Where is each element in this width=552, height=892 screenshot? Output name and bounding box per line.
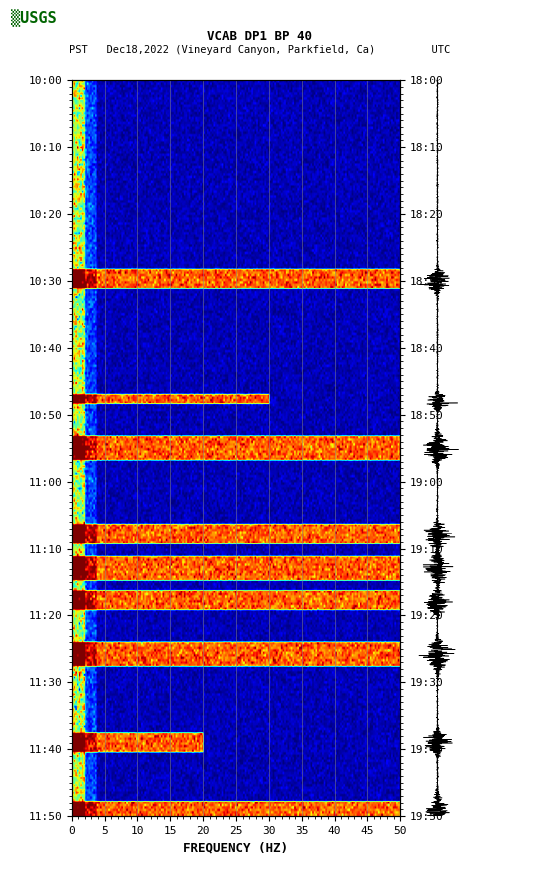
Text: PST   Dec18,2022 (Vineyard Canyon, Parkfield, Ca)         UTC: PST Dec18,2022 (Vineyard Canyon, Parkfie… <box>69 45 450 54</box>
Text: ▒USGS: ▒USGS <box>11 9 57 27</box>
Text: VCAB DP1 BP 40: VCAB DP1 BP 40 <box>207 30 312 44</box>
X-axis label: FREQUENCY (HZ): FREQUENCY (HZ) <box>183 841 289 855</box>
